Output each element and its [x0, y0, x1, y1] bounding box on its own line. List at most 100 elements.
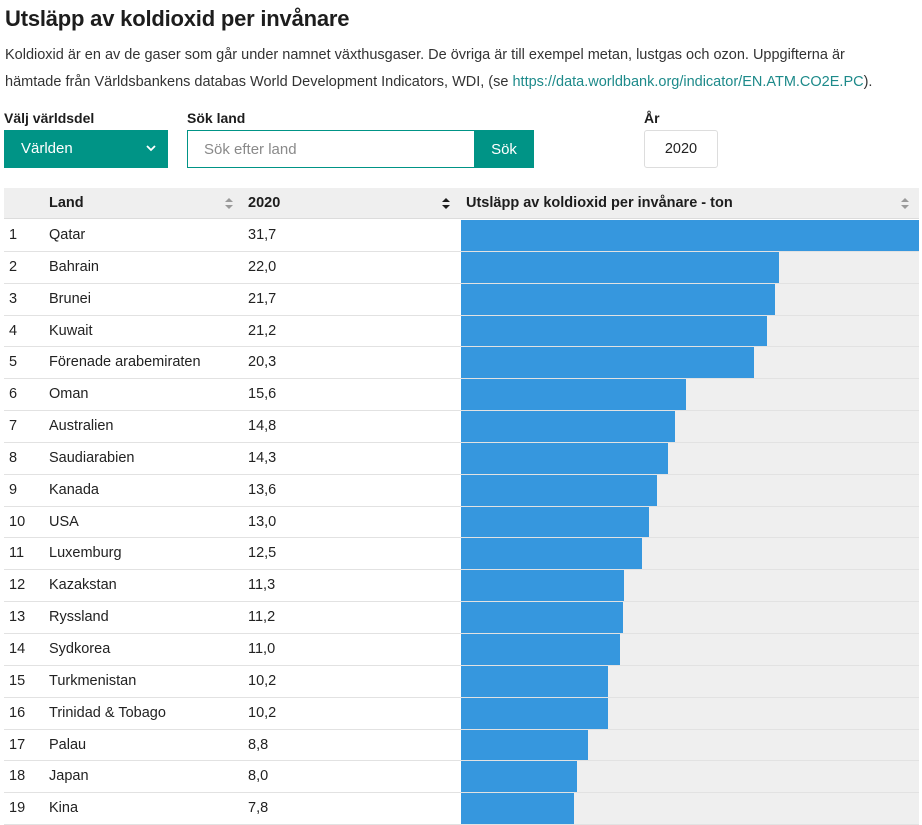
country-cell: USA	[49, 513, 79, 530]
table-row: 18 Japan 8,0	[4, 761, 919, 794]
table-row: 6 Oman 15,6	[4, 379, 919, 412]
emission-bar	[461, 379, 686, 411]
rank-cell: 12	[9, 577, 26, 594]
value-cell: 7,8	[248, 800, 269, 817]
table-row: 19 Kina 7,8	[4, 793, 919, 825]
bar-track	[461, 283, 919, 315]
emission-bar	[461, 347, 754, 379]
rank-cell: 2	[9, 258, 18, 275]
table-row: 1 Qatar 31,7	[4, 220, 919, 252]
column-header-emissions[interactable]: Utsläpp av koldioxid per invånare - ton	[466, 188, 914, 219]
rank-cell: 6	[9, 386, 18, 403]
country-cell: Kuwait	[49, 322, 93, 339]
value-cell: 21,7	[248, 290, 277, 307]
country-cell: Sydkorea	[49, 640, 111, 657]
bar-track	[461, 793, 919, 825]
value-cell: 31,7	[248, 227, 277, 243]
emission-bar	[461, 697, 608, 729]
country-cell: Qatar	[49, 227, 86, 243]
table-row: 8 Saudiarabien 14,3	[4, 442, 919, 475]
emission-bar	[461, 315, 767, 347]
emission-bar	[461, 283, 775, 315]
rank-cell: 18	[9, 768, 26, 785]
search-label: Sök land	[187, 110, 246, 126]
country-cell: Trinidad & Tobago	[49, 704, 166, 721]
country-cell: Ryssland	[49, 609, 109, 626]
column-header-country[interactable]: Land	[49, 188, 239, 219]
emission-bar	[461, 411, 675, 442]
table-row: 2 Bahrain 22,0	[4, 251, 919, 284]
table-row: 3 Brunei 21,7	[4, 283, 919, 316]
rank-cell: 17	[9, 736, 26, 753]
value-cell: 22,0	[248, 258, 277, 275]
table-row: 10 USA 13,0	[4, 506, 919, 539]
value-cell: 8,0	[248, 768, 269, 785]
value-cell: 12,5	[248, 545, 277, 562]
worldbank-link[interactable]: https://data.worldbank.org/indicator/EN.…	[512, 74, 864, 90]
chevron-down-icon	[146, 145, 156, 152]
emission-bar	[461, 220, 919, 251]
bar-track	[461, 474, 919, 506]
rank-cell: 16	[9, 704, 26, 721]
bar-track	[461, 506, 919, 538]
intro-text: Koldioxid är en av de gaser som går unde…	[5, 42, 905, 96]
value-cell: 13,0	[248, 513, 277, 530]
value-cell: 11,0	[248, 640, 276, 657]
country-cell: Australien	[49, 418, 114, 435]
country-cell: Kanada	[49, 481, 99, 498]
bar-track	[461, 633, 919, 665]
country-cell: Kina	[49, 800, 79, 817]
value-cell: 10,2	[248, 672, 277, 689]
region-select-value: Världen	[21, 140, 73, 157]
rank-cell: 5	[9, 354, 18, 371]
region-select[interactable]: Världen	[4, 130, 168, 168]
table-row: 11 Luxemburg 12,5	[4, 538, 919, 571]
bar-track	[461, 411, 919, 442]
emission-bar	[461, 729, 588, 761]
country-cell: Turkmenistan	[49, 672, 137, 689]
country-cell: Palau	[49, 736, 87, 753]
emission-bar	[461, 474, 657, 506]
search-button[interactable]: Sök	[474, 130, 534, 168]
page-title: Utsläpp av koldioxid per invånare	[5, 6, 350, 31]
country-cell: Kazakstan	[49, 577, 117, 594]
country-cell: Oman	[49, 386, 89, 403]
table-row: 5 Förenade arabemiraten 20,3	[4, 347, 919, 380]
country-cell: Förenade arabemiraten	[49, 354, 201, 371]
value-cell: 14,8	[248, 418, 277, 435]
bar-track	[461, 602, 919, 633]
rank-cell: 11	[9, 545, 25, 562]
table-body: 1 Qatar 31,7 2 Bahrain 22,0 3 Brunei 21,7 4 Kuwait…	[4, 220, 919, 825]
rank-cell: 15	[9, 672, 26, 689]
column-header-emissions-label: Utsläpp av koldioxid per invånare - ton	[466, 195, 733, 211]
country-cell: Brunei	[49, 290, 91, 307]
value-cell: 11,3	[248, 577, 276, 594]
column-header-year[interactable]: 2020	[248, 188, 458, 219]
rank-cell: 9	[9, 481, 18, 498]
year-select[interactable]: 2020	[644, 130, 718, 168]
column-header-year-label: 2020	[248, 195, 281, 211]
emission-bar	[461, 761, 577, 793]
bar-track	[461, 220, 919, 251]
bar-track	[461, 761, 919, 793]
bar-track	[461, 729, 919, 761]
column-header-country-label: Land	[49, 195, 84, 211]
rank-cell: 7	[9, 418, 18, 435]
table-row: 12 Kazakstan 11,3	[4, 570, 919, 603]
intro-suffix: ).	[863, 74, 873, 90]
search-input[interactable]	[187, 130, 474, 168]
bar-track	[461, 538, 919, 570]
bar-track	[461, 379, 919, 411]
emission-bar	[461, 633, 620, 665]
country-cell: Bahrain	[49, 258, 99, 275]
value-cell: 14,3	[248, 449, 277, 466]
rank-cell: 4	[9, 322, 18, 339]
emission-bar	[461, 665, 608, 697]
bar-track	[461, 442, 919, 474]
country-cell: Japan	[49, 768, 89, 785]
rank-cell: 3	[9, 290, 18, 307]
rank-cell: 13	[9, 609, 26, 626]
table-header: Land 2020 Utsläpp av koldioxid per invån…	[4, 188, 919, 219]
region-label: Välj världsdel	[4, 110, 95, 126]
bar-track	[461, 347, 919, 379]
